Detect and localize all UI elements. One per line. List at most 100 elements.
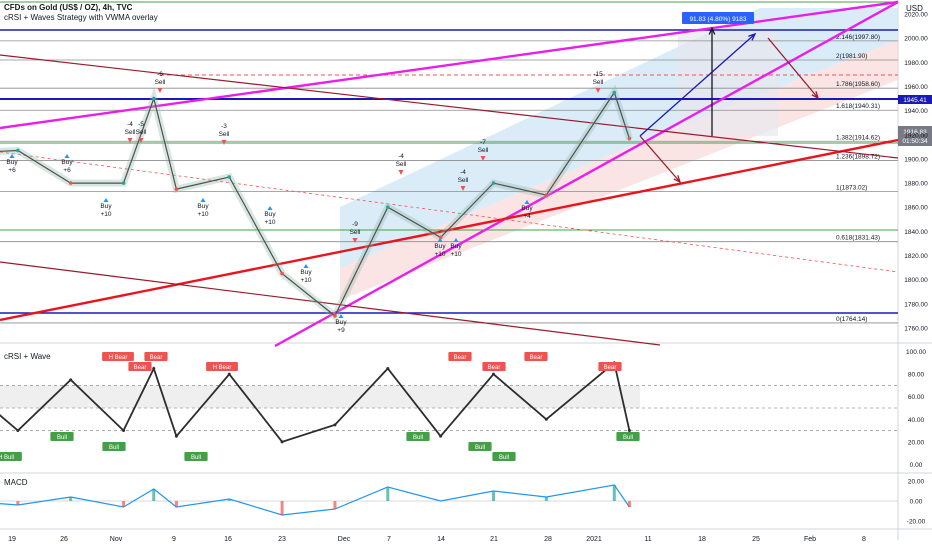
crsi-badge-label: Bull [623,435,633,441]
crsi-badge-label: H Bull [0,455,14,461]
fib-level-label: 0.618(1831.43) [836,235,880,242]
bar-countdown: 01:50:34 [902,138,928,145]
x-tick-label: Feb [804,536,816,543]
sell-signal-count: -4 [398,153,404,160]
chart-subtitle: cRSI + Waves Strategy with VWMA overlay [4,13,158,22]
crsi-badge-box [524,352,548,361]
x-tick-label: 9 [172,536,176,543]
price-point [491,181,496,185]
price-point [121,181,126,185]
crsi-point [439,434,443,438]
crsi-badge-label: H Bear [109,355,128,361]
measure-box [678,30,778,136]
trendline-red [0,138,899,322]
sell-signal-label: Sell [136,129,147,136]
buy-signal-count: +10 [264,219,275,226]
sell-signal-arrow [138,138,144,143]
fib-level-label: 2.146(1997.80) [836,34,880,41]
sell-signal-arrow [221,140,227,145]
sell-signal-label: Sell [219,131,230,138]
price-point [16,148,20,153]
price-y-tick-label: 2020.00 [904,12,928,19]
price-point [227,175,232,179]
crsi-badge-box [492,452,516,461]
current-price-tag [898,126,932,146]
price-point [68,181,73,185]
buy-signal-label: Buy [450,243,462,250]
sell-signal-arrow [127,138,133,143]
crsi-badge-box [482,362,506,371]
price-y-tick-label: 1780.00 [904,301,928,308]
sell-signal-count: -15 [593,71,603,78]
crsi-badge-label: Bear [150,355,163,361]
crsi-badge-box [102,442,126,451]
x-tick-label: Dec [338,536,351,543]
buy-signal-arrow [338,314,344,318]
fib-level-label: 1.382(1914.62) [836,134,880,141]
sell-signal-count: -4 [460,169,466,176]
macd-histogram-bar [612,485,616,501]
buy-signal-label: Buy [197,203,209,210]
crsi-badge-box [468,442,492,451]
macd-histogram-bar [16,501,20,505]
crsi-badge-box [616,432,640,441]
crsi-point [544,417,548,421]
crsi-pane-title: cRSI + Wave [4,352,51,361]
sell-signal-label: Sell [593,79,604,86]
macd-histogram-bar [122,501,126,507]
x-tick-label: 7 [387,536,391,543]
x-tick-label: 8 [862,536,866,543]
price-point [612,90,617,95]
macd-y-tick-label: 0.00 [910,499,923,506]
price-y-tick-label: 1900.00 [904,156,928,163]
price-point [174,187,179,191]
buy-signal-arrow [9,154,15,158]
macd-pane-title: MACD [4,478,28,487]
buy-signal-count: +10 [100,211,111,218]
buy-signal-label: Buy [521,205,533,212]
price-point [438,235,443,240]
crsi-point [227,372,231,376]
macd-histogram-bar [174,501,178,507]
crsi-point [280,440,284,444]
fib-level-label: 2(1981.90) [836,53,867,60]
price-point [627,136,632,141]
crsi-y-tick-label: 0.00 [910,462,923,469]
price-point [386,205,390,209]
price-y-tick-label: 1840.00 [904,229,928,236]
crsi-badge-label: Bear [488,365,501,371]
crsi-point [333,423,337,427]
sell-signal-arrow [460,186,466,191]
crsi-badge-label: Bull [57,435,67,441]
buy-signal-arrow [303,264,309,268]
crsi-y-tick-label: 80.00 [908,372,925,379]
crsi-badge-label: Bull [109,445,119,451]
measure-arrow-head [708,26,716,35]
projection-arrow-up-head [748,32,757,41]
sell-signal-arrow [595,88,601,93]
macd-histogram-bar [227,499,231,501]
trendline-dark-red [0,54,899,159]
fib-level-label: 1.618(1940.31) [836,103,880,110]
x-tick-label: 21 [490,536,498,543]
crsi-point [122,429,126,433]
sell-signal-count: -6 [157,71,163,78]
crsi-badge-label: Bull [475,445,485,451]
buy-signal-arrow [200,198,206,202]
sell-signal-count: -4 [127,121,133,128]
projection-arrow-down [767,37,819,99]
x-tick-label: 11 [644,536,651,543]
buy-signal-arrow [437,238,443,242]
price-y-tick-label: 1980.00 [904,60,928,67]
crsi-badge-box [144,352,168,361]
macd-histogram-bar [280,501,284,515]
buy-signal-label: Buy [335,319,347,326]
measure-label-box [682,12,754,24]
currency-label: USD [906,4,923,13]
buy-signal-count: +10 [300,277,311,284]
crsi-badge-box [50,432,74,441]
crsi-y-tick-label: 100.00 [906,349,926,356]
macd-y-tick-label: -20.00 [907,519,926,526]
projection-arrow-up [639,33,756,137]
